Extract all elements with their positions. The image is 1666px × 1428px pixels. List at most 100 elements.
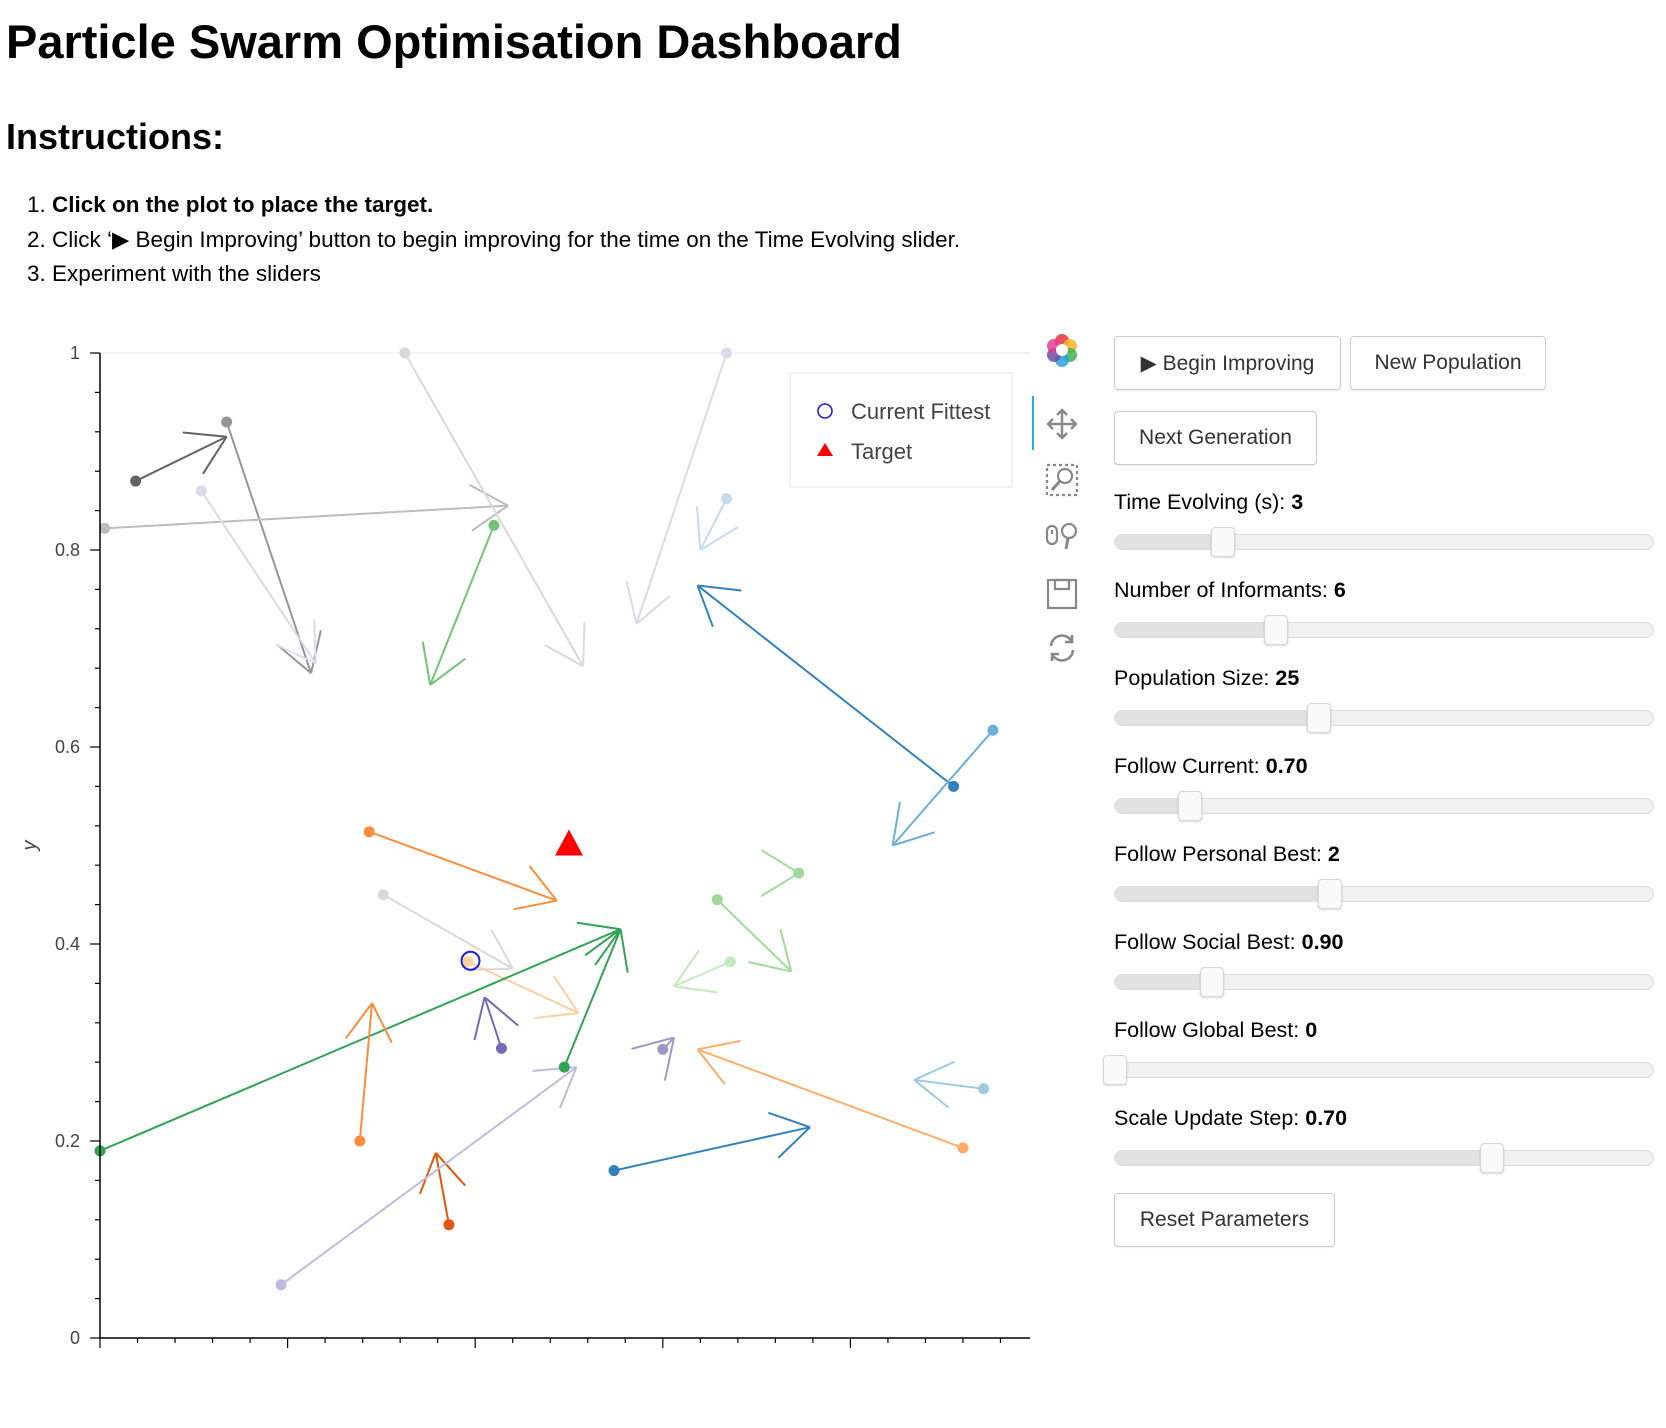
slider-label-text: Follow Global Best:	[1114, 1018, 1306, 1042]
arrow-head	[534, 1011, 579, 1020]
bokeh-logo-icon[interactable]	[1044, 332, 1080, 368]
follow-personal-best-slider[interactable]: Follow Personal Best: 2	[1114, 842, 1654, 909]
slider-value: 25	[1275, 666, 1300, 690]
arrow-head	[418, 1152, 437, 1195]
instruction-item: Click on the plot to place the target.	[52, 188, 960, 223]
reset-icon[interactable]	[1044, 630, 1080, 666]
current-fittest-marker	[460, 950, 481, 971]
population-size-slider[interactable]: Population Size: 25	[1114, 666, 1654, 733]
particle-point	[793, 867, 805, 879]
y-tick-label: 0	[70, 1328, 80, 1348]
follow-global-best-handle[interactable]	[1103, 1055, 1127, 1085]
scale-update-step-track[interactable]	[1114, 1143, 1654, 1173]
follow-social-best-track[interactable]	[1114, 967, 1654, 997]
velocity-line	[697, 1048, 964, 1149]
population-size-track[interactable]	[1114, 703, 1654, 733]
velocity-line	[483, 996, 503, 1049]
slider-label-text: Population Size:	[1114, 666, 1276, 690]
new-population-button[interactable]: New Population	[1350, 336, 1546, 390]
velocity-line	[716, 898, 793, 973]
legend-target-marker	[817, 443, 833, 456]
begin-improving-button[interactable]: ▶ Begin Improving	[1114, 336, 1341, 390]
follow-global-best-slider[interactable]: Follow Global Best: 0	[1103, 1018, 1654, 1085]
pan-icon[interactable]	[1044, 406, 1080, 442]
population-size-handle[interactable]	[1307, 703, 1332, 733]
arrow-head	[468, 967, 513, 972]
follow-current-slider[interactable]: Follow Current: 0.70	[1114, 754, 1654, 821]
follow-social-best-handle[interactable]	[1199, 967, 1224, 997]
arrow-head	[313, 619, 317, 664]
axis-layer: 00.20.40.60.8100.20.40.60.81xy	[19, 343, 1030, 1348]
velocity-arrow	[695, 498, 739, 551]
slider-fill	[1115, 799, 1191, 813]
particle-point	[495, 1042, 507, 1054]
follow-current-handle[interactable]	[1178, 791, 1203, 821]
particle-point	[978, 1083, 990, 1095]
follow-global-best-track[interactable]	[1103, 1055, 1654, 1085]
velocity-line	[914, 1078, 984, 1090]
arrow-head	[891, 801, 901, 846]
arrow-head	[697, 1039, 741, 1051]
velocity-line	[563, 928, 622, 1068]
number-of-informants-slider[interactable]: Number of Informants: 6	[1114, 578, 1654, 645]
particle-point	[721, 493, 733, 505]
time-evolving-slider[interactable]: Time Evolving (s): 3	[1114, 490, 1654, 557]
particle-point	[363, 826, 375, 838]
particle-point	[462, 956, 474, 968]
velocity-line	[368, 830, 558, 902]
velocity-line	[467, 960, 579, 1014]
instruction-item: Experiment with the sliders	[52, 257, 960, 292]
scale-update-step-slider[interactable]: Scale Update Step: 0.70	[1114, 1106, 1654, 1173]
follow-social-best-slider[interactable]: Follow Social Best: 0.90	[1114, 930, 1654, 997]
reset-parameters-button[interactable]: Reset Parameters	[1114, 1193, 1335, 1247]
legend-current-fittest-marker	[817, 403, 833, 419]
number-of-informants-handle[interactable]	[1264, 615, 1289, 645]
arrow-head	[582, 622, 586, 667]
arrow-head	[631, 1036, 675, 1050]
follow-current-track[interactable]	[1114, 791, 1654, 821]
arrow-head	[544, 644, 584, 668]
arrow-head	[202, 436, 228, 475]
scale-update-step-label: Scale Update Step: 0.70	[1114, 1106, 1654, 1136]
velocity-arrow	[99, 921, 622, 1152]
arrow-head	[779, 928, 793, 972]
velocity-line	[699, 498, 728, 551]
particle-point	[443, 1219, 455, 1231]
slider-value: 6	[1333, 578, 1346, 602]
arrow-head	[553, 975, 580, 1014]
scale-update-step-handle[interactable]	[1479, 1143, 1504, 1173]
velocity-arrow	[104, 483, 509, 532]
velocity-arrow	[613, 1111, 811, 1172]
arrow-head	[473, 996, 486, 1041]
time-evolving-track[interactable]	[1114, 527, 1654, 557]
velocity-line	[613, 1126, 811, 1172]
arrow-head	[182, 431, 227, 438]
slider-label-text: Time Evolving (s):	[1114, 490, 1292, 514]
time-evolving-handle[interactable]	[1210, 527, 1235, 557]
velocity-arrow	[891, 729, 994, 847]
instructions-heading: Instructions:	[6, 116, 225, 157]
number-of-informants-track[interactable]	[1114, 615, 1654, 645]
velocity-arrow	[135, 431, 228, 482]
velocity-line	[635, 352, 728, 625]
swarm-plot[interactable]: 00.20.40.60.8100.20.40.60.81xy Current F…	[0, 320, 1030, 1348]
y-tick-label: 0.4	[55, 934, 80, 954]
arrow-head	[483, 996, 519, 1027]
instruction-item: Click ‘▶ Begin Improving’ button to begi…	[52, 223, 960, 258]
velocity-arrow	[913, 1060, 984, 1109]
velocity-arrow	[403, 352, 586, 668]
follow-social-best-label: Follow Social Best: 0.90	[1114, 930, 1654, 960]
page-title: Particle Swarm Optimisation Dashboard	[6, 15, 902, 68]
arrow-head	[892, 831, 935, 847]
arrow-head	[471, 504, 509, 532]
particle-point	[608, 1165, 620, 1177]
follow-personal-best-track[interactable]	[1114, 879, 1654, 909]
wheel-zoom-icon[interactable]	[1044, 517, 1080, 553]
save-icon[interactable]	[1044, 576, 1080, 612]
arrow-head	[768, 1111, 811, 1129]
next-generation-button[interactable]: Next Generation	[1114, 411, 1317, 465]
follow-personal-best-handle[interactable]	[1318, 879, 1343, 909]
slider-value: 0.70	[1305, 1106, 1348, 1130]
slider-fill	[1115, 535, 1223, 549]
box-zoom-icon[interactable]	[1044, 462, 1080, 498]
